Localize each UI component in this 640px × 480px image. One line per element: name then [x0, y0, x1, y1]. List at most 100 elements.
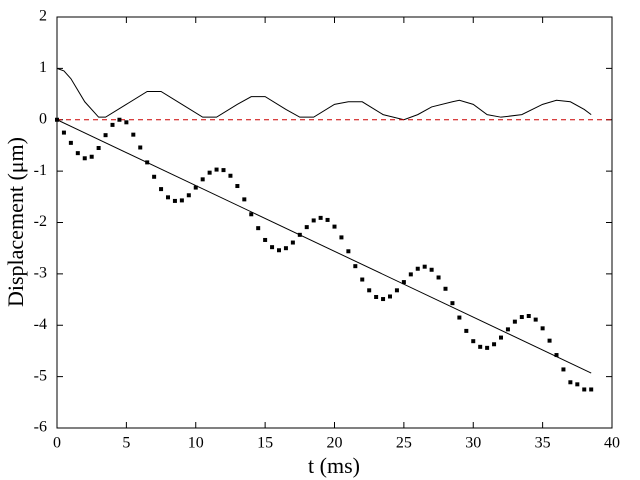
- data-point: [283, 246, 288, 251]
- data-point: [422, 264, 427, 269]
- data-point: [172, 198, 177, 203]
- data-point: [450, 301, 455, 306]
- data-point: [124, 120, 129, 125]
- x-tick-label: 20: [327, 435, 343, 452]
- data-point: [401, 280, 406, 285]
- y-tick-label: 0: [39, 110, 47, 127]
- x-tick-label: 25: [396, 435, 412, 452]
- y-tick-label: -3: [34, 265, 47, 282]
- y-tick-label: 1: [39, 59, 47, 76]
- x-tick-label: 5: [122, 435, 130, 452]
- data-point: [138, 145, 143, 150]
- data-point: [186, 193, 191, 198]
- data-point: [221, 168, 226, 173]
- data-point: [235, 184, 240, 189]
- data-point: [589, 387, 594, 392]
- data-point: [381, 297, 386, 302]
- data-point: [457, 315, 462, 320]
- data-point: [325, 217, 330, 222]
- data-point: [263, 237, 268, 242]
- data-point: [318, 215, 323, 220]
- x-tick-label: 30: [465, 435, 481, 452]
- data-point: [360, 277, 365, 282]
- data-point: [339, 235, 344, 240]
- data-point: [519, 315, 524, 320]
- data-point: [145, 160, 150, 165]
- y-tick-label: -2: [34, 213, 47, 230]
- data-point: [249, 212, 254, 217]
- y-tick-label: 2: [39, 8, 47, 25]
- data-point: [526, 314, 531, 319]
- y-tick-label: -1: [34, 162, 47, 179]
- data-point: [408, 272, 413, 277]
- data-point: [55, 117, 59, 122]
- data-point: [256, 226, 261, 231]
- data-point: [478, 344, 483, 349]
- data-point: [554, 353, 559, 358]
- data-point: [505, 327, 510, 332]
- data-point: [207, 170, 212, 175]
- data-point: [582, 387, 587, 392]
- data-point: [152, 174, 157, 179]
- data-point: [96, 146, 101, 151]
- data-point: [575, 382, 580, 387]
- data-point: [415, 266, 420, 271]
- data-point: [304, 225, 309, 230]
- data-point: [117, 117, 122, 122]
- data-point: [561, 367, 566, 372]
- data-point: [297, 232, 302, 237]
- plot-frame: [56, 16, 613, 429]
- data-point: [179, 198, 184, 203]
- data-point: [61, 130, 66, 135]
- data-point: [443, 286, 448, 291]
- data-point: [374, 294, 379, 299]
- data-point: [388, 294, 392, 299]
- data-point: [110, 122, 115, 127]
- data-point: [499, 335, 503, 340]
- data-point: [82, 156, 87, 161]
- x-tick-label: 15: [257, 435, 273, 452]
- data-point: [193, 185, 198, 190]
- data-line: [56, 119, 592, 374]
- data-point: [533, 317, 538, 322]
- data-point: [429, 267, 434, 272]
- data-point: [346, 249, 351, 254]
- data-point: [353, 264, 358, 269]
- x-tick-label: 35: [535, 435, 551, 452]
- x-tick-label: 0: [53, 435, 61, 452]
- y-tick-label: -4: [34, 316, 47, 333]
- data-point: [394, 288, 399, 293]
- data-point: [512, 319, 517, 324]
- x-tick-label: 10: [188, 435, 204, 452]
- data-point: [242, 197, 247, 202]
- data-point: [464, 328, 469, 333]
- x-axis-title: t (ms): [308, 453, 360, 478]
- data-point: [103, 133, 108, 138]
- data-point: [290, 240, 295, 245]
- y-tick-label: -6: [34, 419, 47, 436]
- data-point: [568, 380, 573, 385]
- y-axis-title: Displacement (μm): [3, 137, 28, 307]
- data-point: [311, 218, 316, 223]
- data-point: [200, 177, 205, 182]
- data-point: [471, 339, 476, 344]
- data-point: [166, 195, 170, 200]
- data-point: [277, 248, 281, 253]
- data-point: [540, 326, 545, 331]
- data-point: [68, 140, 73, 145]
- data-point: [485, 345, 490, 350]
- data-point: [270, 245, 275, 250]
- data-line: [56, 67, 592, 121]
- y-tick-label: -5: [34, 367, 47, 384]
- data-point: [492, 342, 497, 347]
- data-point: [436, 275, 441, 280]
- data-point: [367, 288, 372, 293]
- data-point: [131, 132, 136, 137]
- x-tick-label: 40: [604, 435, 620, 452]
- data-point: [89, 154, 94, 159]
- data-point: [214, 167, 219, 172]
- data-point: [547, 338, 552, 343]
- data-point: [332, 224, 337, 229]
- data-point: [159, 187, 164, 192]
